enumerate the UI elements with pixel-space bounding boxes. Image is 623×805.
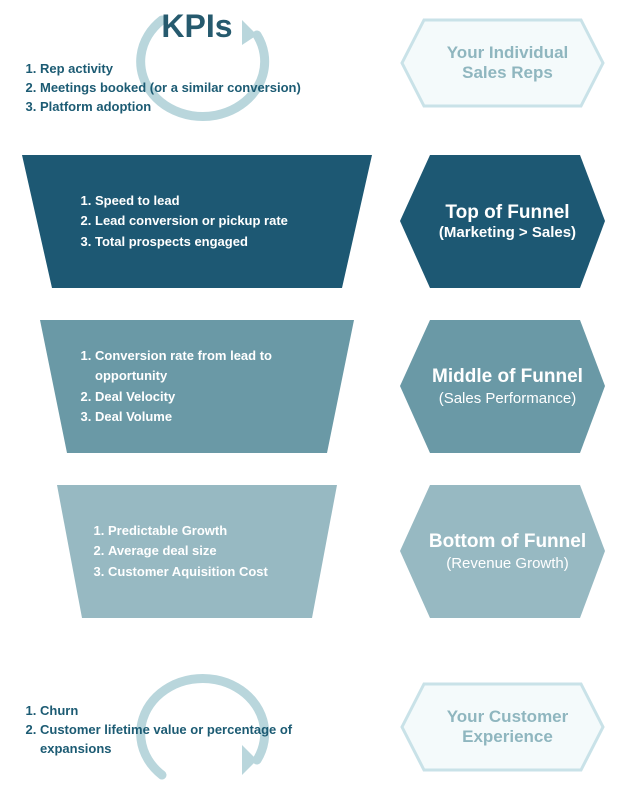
kpi-title: KPIs [22, 8, 372, 45]
list-item: Platform adoption [40, 98, 342, 117]
funnel-stage-middle: Conversion rate from lead to opportunity… [22, 320, 372, 453]
list-item: Predictable Growth [108, 521, 268, 541]
badge-title: Your Individual Sales Reps [447, 43, 569, 83]
header-kpi-list: Rep activity Meetings booked (or a simil… [22, 60, 342, 117]
list-item: Speed to lead [95, 191, 288, 211]
list-item: Conversion rate from lead to opportunity [95, 346, 332, 386]
badge-customer-experience: Your Customer Experience [400, 682, 605, 772]
list-item: Churn [40, 702, 352, 721]
stage-list: Conversion rate from lead to opportunity… [77, 346, 332, 427]
badge-individual-reps: Your Individual Sales Reps [400, 18, 605, 108]
funnel-stage-bottom: Predictable Growth Average deal size Cus… [22, 485, 372, 618]
list-item: Deal Volume [95, 407, 332, 427]
list-item: Total prospects engaged [95, 232, 288, 252]
badge-bottom-of-funnel: Bottom of Funnel (Revenue Growth) [400, 485, 605, 618]
badge-title: Middle of Funnel [432, 366, 583, 388]
list-item: Average deal size [108, 541, 268, 561]
footer-kpi-list: Churn Customer lifetime value or percent… [22, 702, 352, 759]
list-item: Rep activity [40, 60, 342, 79]
badge-title: Top of Funnel [445, 202, 569, 224]
stage-list: Speed to lead Lead conversion or pickup … [77, 191, 288, 251]
list-item: Meetings booked (or a similar conversion… [40, 79, 342, 98]
badge-subtitle: (Revenue Growth) [446, 555, 569, 572]
list-item: Deal Velocity [95, 387, 332, 407]
badge-title: Bottom of Funnel [429, 531, 586, 553]
list-item: Lead conversion or pickup rate [95, 211, 288, 231]
badge-subtitle: (Marketing > Sales) [439, 224, 576, 241]
funnel-stage-top: Speed to lead Lead conversion or pickup … [22, 155, 372, 288]
list-item: Customer lifetime value or percentage of… [40, 721, 352, 759]
list-item: Customer Aquisition Cost [108, 562, 268, 582]
badge-middle-of-funnel: Middle of Funnel (Sales Performance) [400, 320, 605, 453]
stage-list: Predictable Growth Average deal size Cus… [90, 521, 268, 581]
badge-top-of-funnel: Top of Funnel (Marketing > Sales) [400, 155, 605, 288]
badge-title: Your Customer Experience [447, 707, 569, 747]
badge-subtitle: (Sales Performance) [439, 390, 577, 407]
